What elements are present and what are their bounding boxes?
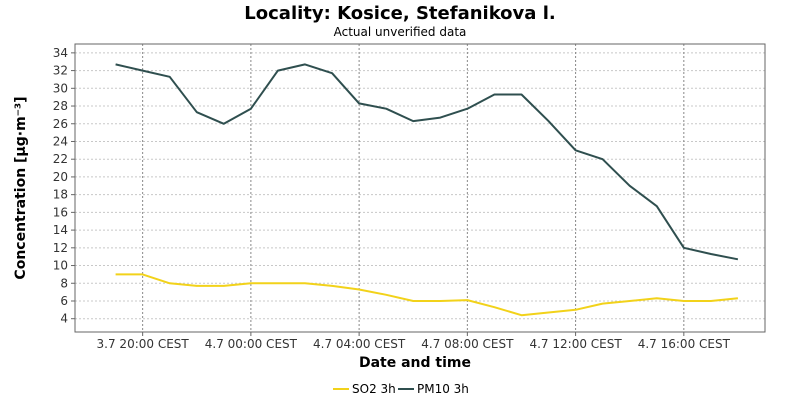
y-tick-label: 34 [53, 46, 68, 60]
plot-area [74, 43, 766, 333]
grid [75, 44, 765, 332]
x-tick-label: 4.7 04:00 CEST [313, 337, 406, 351]
y-tick-label: 32 [53, 64, 68, 78]
y-tick-label: 28 [53, 99, 68, 113]
series-lines [115, 63, 739, 317]
y-tick-label: 20 [53, 170, 68, 184]
y-tick-label: 26 [53, 117, 68, 131]
y-tick-label: 8 [60, 276, 68, 290]
x-tick-label: 4.7 00:00 CEST [205, 337, 298, 351]
legend-label-so2: SO2 3h [352, 382, 396, 396]
y-tick-label: 30 [53, 81, 68, 95]
y-axis-ticks: 4 6 8 10 12 14 16 18 20 22 24 26 28 30 32 34 [53, 46, 75, 326]
y-tick-label: 24 [53, 134, 68, 148]
y-tick-label: 14 [53, 223, 68, 237]
x-tick-label: 4.7 16:00 CEST [638, 337, 731, 351]
x-tick-label: 4.7 12:00 CEST [529, 337, 622, 351]
legend-label-pm10: PM10 3h [417, 382, 469, 396]
x-axis-title: Date and time [359, 355, 471, 371]
x-tick-label: 4.7 08:00 CEST [421, 337, 514, 351]
x-axis-ticks: 3.7 20:00 CEST 4.7 00:00 CEST 4.7 04:00 CE… [97, 332, 731, 351]
y-tick-label: 10 [53, 259, 68, 273]
legend[interactable]: SO2 3h PM10 3h [333, 382, 469, 396]
series-line-pm10 [115, 63, 739, 261]
y-tick-label: 16 [53, 205, 68, 219]
x-tick-label: 3.7 20:00 CEST [97, 337, 190, 351]
y-tick-label: 4 [60, 312, 68, 326]
y-tick-label: 22 [53, 152, 68, 166]
y-tick-label: 6 [60, 294, 68, 308]
y-tick-label: 18 [53, 188, 68, 202]
chart-title: Locality: Kosice, Stefanikova l. [244, 3, 555, 24]
series-line-so2 [115, 273, 738, 317]
y-axis-title: Concentration [µg·m⁻³] [13, 96, 29, 279]
y-tick-label: 12 [53, 241, 68, 255]
chart-subtitle: Actual unverified data [334, 25, 467, 39]
